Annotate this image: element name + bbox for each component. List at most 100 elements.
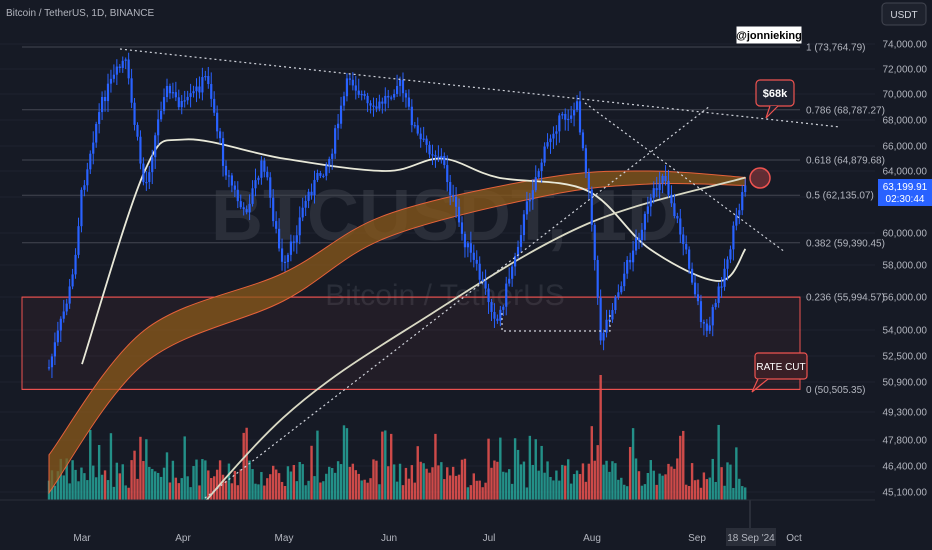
candle-body [83, 185, 86, 190]
rate-cut-callout[interactable]: RATE CUT [751, 352, 808, 393]
volume-bar [640, 485, 644, 500]
candle-body [413, 125, 416, 127]
x-tick-label: May [275, 533, 294, 544]
y-tick-label: 58,000.00 [883, 261, 928, 272]
candle-body [207, 76, 210, 85]
volume-bar [195, 459, 198, 500]
volume-bar [357, 473, 360, 500]
candle-body [511, 266, 514, 279]
candle-body [596, 260, 599, 298]
volume-bar [65, 458, 68, 500]
volume-bar [717, 424, 720, 500]
volume-bar [631, 428, 635, 500]
price-highlight-circle[interactable] [749, 167, 771, 189]
volume-bar [369, 478, 372, 500]
candle-body [581, 132, 585, 149]
candle-body [168, 85, 172, 94]
volume-bar [221, 474, 225, 500]
price-axis[interactable]: 74,000.00 72,000.00 70,000.00 68,000.00 66,0… [883, 40, 928, 499]
ascending-trendline[interactable] [204, 105, 711, 499]
candle-body [100, 96, 104, 113]
candle-body [92, 142, 95, 154]
volume-bar [569, 483, 573, 500]
volume-bar [743, 487, 747, 500]
volume-bar [333, 472, 337, 500]
descending-trendline[interactable] [119, 48, 841, 128]
channel-trendline[interactable] [584, 102, 786, 253]
ma-line[interactable] [81, 138, 747, 365]
candle-body [387, 95, 390, 98]
candle-body [210, 84, 213, 99]
candle-body [584, 148, 587, 174]
volume-bar [413, 482, 416, 500]
volume-bar [251, 469, 254, 500]
candle-body [570, 115, 573, 119]
time-axis[interactable]: Mar Apr May Jun Jul Aug Sep 18 Sep '24 Oct [73, 500, 802, 546]
y-tick-label: 46,400.00 [883, 462, 928, 473]
candle-body [620, 286, 623, 293]
volume-bar [316, 430, 319, 500]
volume-bar [555, 470, 558, 500]
volume-bar [121, 464, 124, 500]
volume-bar [646, 473, 650, 500]
candle-body [564, 113, 567, 120]
candle-body [313, 179, 316, 196]
author-badge[interactable]: @jonnieking [735, 25, 803, 45]
volume-bar [614, 463, 617, 500]
candle-body [109, 78, 113, 84]
volume-bar [649, 460, 652, 500]
candle-body [696, 294, 700, 302]
y-tick-label: 50,900.00 [883, 378, 928, 389]
volume-bar [696, 479, 700, 500]
countdown: 02:30:44 [886, 194, 925, 205]
candle-body [711, 307, 714, 326]
volume-bar [204, 460, 207, 500]
candle-body [77, 226, 80, 255]
volume-bar [410, 465, 414, 500]
candle-body [393, 93, 396, 98]
volume-bar [348, 466, 352, 500]
candle-body [74, 254, 77, 275]
volume-bar [451, 466, 455, 500]
currency-button[interactable]: USDT [881, 2, 927, 26]
candle-body [443, 155, 446, 166]
volume-bar [263, 485, 266, 500]
volume-bar [106, 480, 110, 500]
volume-bar [363, 479, 366, 500]
volume-bar [151, 468, 154, 500]
candle-body [496, 318, 499, 321]
volume-bar [655, 484, 658, 500]
candle-body [239, 201, 242, 208]
candle-body [587, 173, 590, 190]
current-price-tag[interactable]: 63,199.91 02:30:44 [878, 179, 932, 206]
y-tick-label: 68,000.00 [883, 116, 928, 127]
cursor-date-box [726, 528, 776, 546]
volume-bar [664, 474, 667, 500]
candle-body [534, 177, 537, 191]
volume-bar [192, 466, 195, 500]
volume-bar [593, 460, 596, 500]
volume-bar [416, 446, 419, 500]
ma-line[interactable] [145, 176, 746, 550]
x-tick-label: Mar [73, 533, 91, 544]
candle-body [162, 97, 166, 111]
volume-bar [448, 475, 452, 500]
watermark-name: Bitcoin / TetherUS [325, 279, 565, 312]
volume-bar [676, 458, 679, 500]
fib-level-label: 0.618 (64,879.68) [806, 156, 885, 167]
candle-body [319, 172, 322, 176]
candle-body [708, 325, 711, 331]
volume-bar [304, 485, 307, 500]
volume-bar [207, 470, 210, 500]
volume-bar [446, 467, 449, 500]
candle-body [717, 286, 720, 303]
candle-body [626, 260, 629, 274]
volume-bar [431, 467, 434, 500]
target-callout[interactable]: $68k [755, 79, 795, 119]
volume-bar [484, 482, 487, 500]
target-label: $68k [763, 88, 788, 100]
volume-bar [702, 472, 706, 500]
range-bracket[interactable] [501, 313, 611, 332]
volume-bar [183, 436, 186, 500]
